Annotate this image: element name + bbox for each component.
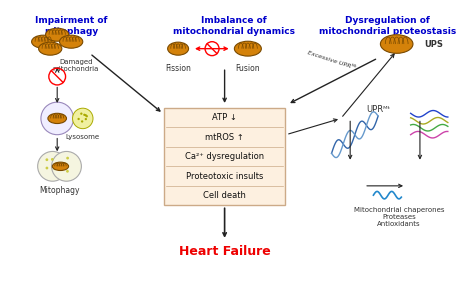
Circle shape: [54, 167, 56, 170]
Circle shape: [54, 164, 56, 167]
Text: Fusion: Fusion: [236, 64, 260, 73]
Text: mtROS ↑: mtROS ↑: [205, 132, 244, 141]
Text: Dysregulation of
mitochondrial proteostasis: Dysregulation of mitochondrial proteosta…: [319, 16, 456, 35]
Circle shape: [66, 170, 69, 173]
Text: Mitophagy: Mitophagy: [39, 186, 80, 195]
Text: Fission: Fission: [165, 64, 191, 73]
Text: Excessive UPRᴹᵗ: Excessive UPRᴹᵗ: [307, 50, 356, 71]
Text: Impairment of
mitophagy: Impairment of mitophagy: [35, 16, 108, 35]
FancyBboxPatch shape: [164, 108, 285, 205]
Circle shape: [86, 115, 88, 118]
Circle shape: [51, 158, 54, 161]
Circle shape: [73, 108, 93, 129]
Circle shape: [81, 120, 83, 123]
Circle shape: [37, 151, 67, 181]
Text: ATP ↓: ATP ↓: [212, 113, 237, 122]
Circle shape: [46, 158, 48, 161]
Circle shape: [66, 157, 69, 160]
Circle shape: [64, 163, 67, 166]
Ellipse shape: [48, 113, 66, 124]
Circle shape: [41, 102, 73, 135]
Text: Imbalance of
mitochondrial dynamics: Imbalance of mitochondrial dynamics: [173, 16, 295, 35]
Circle shape: [84, 114, 87, 116]
Ellipse shape: [234, 41, 261, 56]
Ellipse shape: [38, 42, 62, 55]
Circle shape: [77, 118, 80, 120]
Text: UPRᴹᵗ: UPRᴹᵗ: [366, 105, 390, 114]
Circle shape: [83, 114, 85, 116]
Circle shape: [60, 164, 63, 167]
Circle shape: [80, 113, 82, 115]
Ellipse shape: [60, 35, 83, 48]
Text: Lysosome: Lysosome: [66, 134, 100, 140]
Circle shape: [59, 168, 62, 171]
Ellipse shape: [52, 162, 69, 170]
Text: Heart Failure: Heart Failure: [179, 245, 271, 258]
Text: Ca²⁺ dysregulation: Ca²⁺ dysregulation: [185, 152, 264, 161]
Circle shape: [52, 151, 82, 181]
Circle shape: [85, 118, 87, 120]
Ellipse shape: [32, 35, 55, 48]
Text: Mitochondrial chaperones
Proteases
Antioxidants: Mitochondrial chaperones Proteases Antio…: [354, 207, 444, 227]
Ellipse shape: [46, 28, 69, 41]
Text: Damaged
mitochondria: Damaged mitochondria: [53, 59, 99, 72]
Circle shape: [46, 167, 48, 169]
Ellipse shape: [168, 42, 189, 55]
Text: UPS: UPS: [425, 39, 444, 48]
Text: Proteotoxic insults: Proteotoxic insults: [186, 172, 263, 181]
Ellipse shape: [381, 35, 413, 53]
Text: Cell death: Cell death: [203, 191, 246, 200]
